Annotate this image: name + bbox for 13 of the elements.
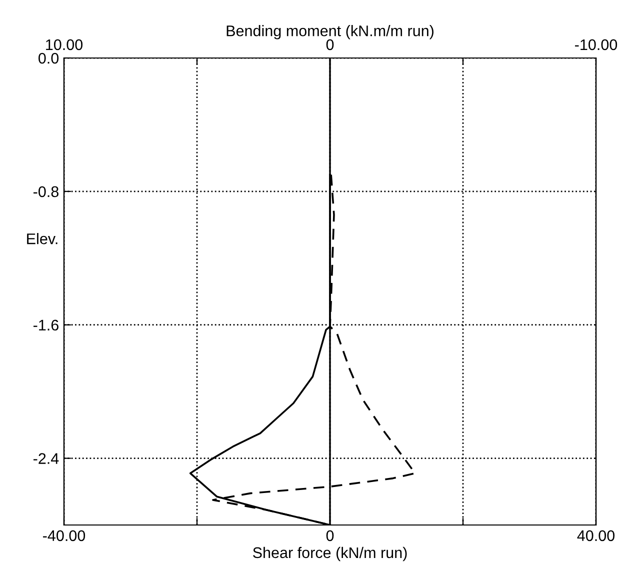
x-tick-label: -40.00 xyxy=(43,530,86,542)
x-axis-title: Shear force (kN/m run) xyxy=(253,546,407,562)
y-tick-label: -2.4 xyxy=(33,453,59,464)
x2-tick-label: -10.00 xyxy=(575,39,618,50)
x2-axis-title: Bending moment (kN.m/m run) xyxy=(226,25,434,40)
x2-tick-label: 0 xyxy=(326,39,334,50)
y-tick-label: 0.0 xyxy=(38,52,59,64)
y-tick-label: -1.6 xyxy=(33,320,58,331)
x2-tick-label: 10.00 xyxy=(46,39,83,50)
y-axis-title: Elev. xyxy=(27,233,58,244)
y-tick-label: -0.8 xyxy=(33,186,58,198)
x-tick-label: 40.00 xyxy=(577,530,615,542)
x-tick-label: 0 xyxy=(326,530,334,542)
